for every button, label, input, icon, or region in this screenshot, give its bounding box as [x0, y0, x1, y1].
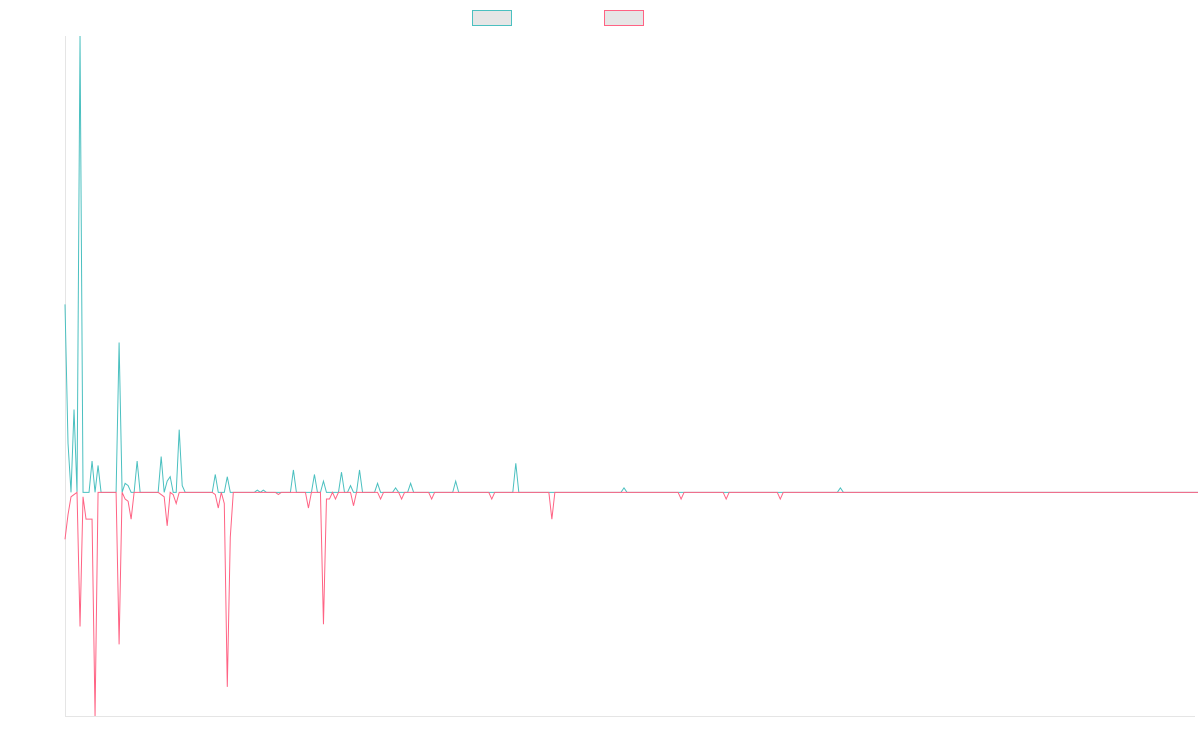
legend-item-1[interactable]: [472, 10, 512, 26]
legend-swatch-1[interactable]: [472, 10, 512, 26]
chart-axes: [65, 36, 1195, 717]
chart-legend[interactable]: [472, 10, 644, 26]
series-line-1: [64, 35, 1199, 493]
series-line-2: [64, 491, 1199, 717]
series-layer: [64, 35, 1199, 717]
legend-swatch-2[interactable]: [604, 10, 644, 26]
legend-item-2[interactable]: [604, 10, 644, 26]
